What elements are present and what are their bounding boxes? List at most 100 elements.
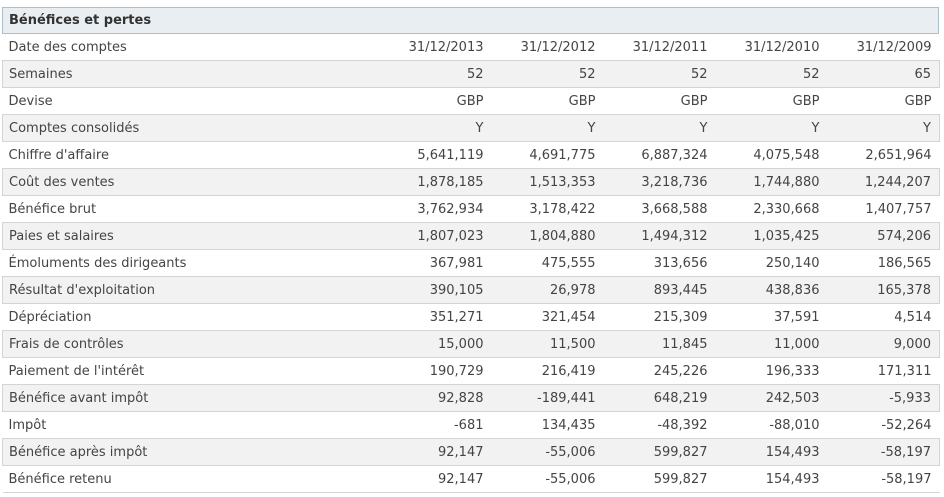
table-row: Bénéfice retenu 92,147 -55,006 599,827 154,4… bbox=[2, 465, 940, 493]
row-value: 11,000 bbox=[715, 330, 828, 358]
row-value: 599,827 bbox=[603, 438, 716, 466]
row-value: -55,006 bbox=[491, 465, 604, 493]
row-value: GBP bbox=[715, 87, 828, 115]
table-row: Dépréciation 351,271 321,454 215,309 37,591 4… bbox=[2, 303, 940, 331]
row-value: 438,836 bbox=[715, 276, 828, 304]
row-value: -55,006 bbox=[491, 438, 604, 466]
row-value: 31/12/2012 bbox=[491, 34, 604, 61]
row-value: -58,197 bbox=[827, 465, 940, 493]
row-value: 31/12/2013 bbox=[379, 34, 492, 61]
row-value: 648,219 bbox=[603, 384, 716, 412]
row-value: 52 bbox=[491, 60, 604, 88]
row-value: 351,271 bbox=[379, 303, 492, 331]
table-row: Bénéfice avant impôt 92,828 -189,441 648,21… bbox=[2, 384, 940, 412]
row-label: Chiffre d'affaire bbox=[2, 141, 380, 169]
row-value: 242,503 bbox=[715, 384, 828, 412]
row-value: 31/12/2010 bbox=[715, 34, 828, 61]
row-value: 574,206 bbox=[827, 222, 940, 250]
row-value: -88,010 bbox=[715, 411, 828, 439]
row-value: 11,500 bbox=[491, 330, 604, 358]
row-label: Paiement de l'intérêt bbox=[2, 357, 380, 385]
table-row: Résultat d'exploitation 390,105 26,978 893,… bbox=[2, 276, 940, 304]
row-value: -5,933 bbox=[827, 384, 940, 412]
row-value: 1,035,425 bbox=[715, 222, 828, 250]
row-label: Résultat d'exploitation bbox=[2, 276, 380, 304]
row-value: 1,878,185 bbox=[379, 168, 492, 196]
profit-loss-table: Date des comptes 31/12/2013 31/12/2012 31/1… bbox=[2, 34, 940, 493]
row-value: 154,493 bbox=[715, 465, 828, 493]
table-row: Semaines 52 52 52 52 65 bbox=[2, 60, 940, 88]
row-label: Bénéfice après impôt bbox=[2, 438, 380, 466]
row-value: 1,494,312 bbox=[603, 222, 716, 250]
row-label: Dépréciation bbox=[2, 303, 380, 331]
row-value: 215,309 bbox=[603, 303, 716, 331]
row-value: 475,555 bbox=[491, 249, 604, 277]
row-value: 52 bbox=[715, 60, 828, 88]
row-value: Y bbox=[715, 114, 828, 142]
row-value: Y bbox=[491, 114, 604, 142]
table-row: Paies et salaires 1,807,023 1,804,880 1,494… bbox=[2, 222, 940, 250]
row-value: Y bbox=[827, 114, 940, 142]
row-label: Comptes consolidés bbox=[2, 114, 380, 142]
row-label: Date des comptes bbox=[2, 34, 380, 61]
row-value: GBP bbox=[603, 87, 716, 115]
row-label: Bénéfice brut bbox=[2, 195, 380, 223]
row-value: 171,311 bbox=[827, 357, 940, 385]
row-value: Y bbox=[603, 114, 716, 142]
table-row: Devise GBP GBP GBP GBP GBP bbox=[2, 87, 940, 115]
row-value: 190,729 bbox=[379, 357, 492, 385]
row-value: 250,140 bbox=[715, 249, 828, 277]
row-value: 154,493 bbox=[715, 438, 828, 466]
row-label: Émoluments des dirigeants bbox=[2, 249, 380, 277]
row-value: 52 bbox=[603, 60, 716, 88]
row-value: 6,887,324 bbox=[603, 141, 716, 169]
row-value: -58,197 bbox=[827, 438, 940, 466]
table-row: Émoluments des dirigeants 367,981 475,555 3… bbox=[2, 249, 940, 277]
row-value: -189,441 bbox=[491, 384, 604, 412]
row-label: Bénéfice avant impôt bbox=[2, 384, 380, 412]
row-value: 52 bbox=[379, 60, 492, 88]
row-label: Semaines bbox=[2, 60, 380, 88]
row-value: 321,454 bbox=[491, 303, 604, 331]
row-value: 4,075,548 bbox=[715, 141, 828, 169]
row-value: 599,827 bbox=[603, 465, 716, 493]
row-value: 31/12/2009 bbox=[827, 34, 940, 61]
table-body: Date des comptes 31/12/2013 31/12/2012 31/1… bbox=[2, 34, 940, 493]
row-value: 2,651,964 bbox=[827, 141, 940, 169]
row-value: GBP bbox=[379, 87, 492, 115]
row-label: Devise bbox=[2, 87, 380, 115]
row-value: 9,000 bbox=[827, 330, 940, 358]
row-value: 15,000 bbox=[379, 330, 492, 358]
table-row: Bénéfice brut 3,762,934 3,178,422 3,668,588… bbox=[2, 195, 940, 223]
row-value: 893,445 bbox=[603, 276, 716, 304]
row-value: 196,333 bbox=[715, 357, 828, 385]
row-value: 1,513,353 bbox=[491, 168, 604, 196]
row-value: 92,147 bbox=[379, 465, 492, 493]
row-value: 1,407,757 bbox=[827, 195, 940, 223]
row-value: 3,762,934 bbox=[379, 195, 492, 223]
row-label: Paies et salaires bbox=[2, 222, 380, 250]
row-value: 186,565 bbox=[827, 249, 940, 277]
row-value: 1,807,023 bbox=[379, 222, 492, 250]
row-value: 4,514 bbox=[827, 303, 940, 331]
row-value: 1,804,880 bbox=[491, 222, 604, 250]
row-value: 3,218,736 bbox=[603, 168, 716, 196]
row-value: 245,226 bbox=[603, 357, 716, 385]
row-value: 65 bbox=[827, 60, 940, 88]
row-value: 11,845 bbox=[603, 330, 716, 358]
row-value: 313,656 bbox=[603, 249, 716, 277]
row-value: 1,244,207 bbox=[827, 168, 940, 196]
row-value: 134,435 bbox=[491, 411, 604, 439]
table-row: Paiement de l'intérêt 190,729 216,419 245,2… bbox=[2, 357, 940, 385]
row-value: 3,178,422 bbox=[491, 195, 604, 223]
row-label: Coût des ventes bbox=[2, 168, 380, 196]
row-label: Bénéfice retenu bbox=[2, 465, 380, 493]
table-row: Bénéfice après impôt 92,147 -55,006 599,827… bbox=[2, 438, 940, 466]
table-row: Chiffre d'affaire 5,641,119 4,691,775 6,887… bbox=[2, 141, 940, 169]
row-value: 31/12/2011 bbox=[603, 34, 716, 61]
profit-loss-panel: Bénéfices et pertes Date des comptes 31/1… bbox=[2, 7, 940, 493]
row-label: Impôt bbox=[2, 411, 380, 439]
row-value: 5,641,119 bbox=[379, 141, 492, 169]
row-value: 37,591 bbox=[715, 303, 828, 331]
row-value: 216,419 bbox=[491, 357, 604, 385]
